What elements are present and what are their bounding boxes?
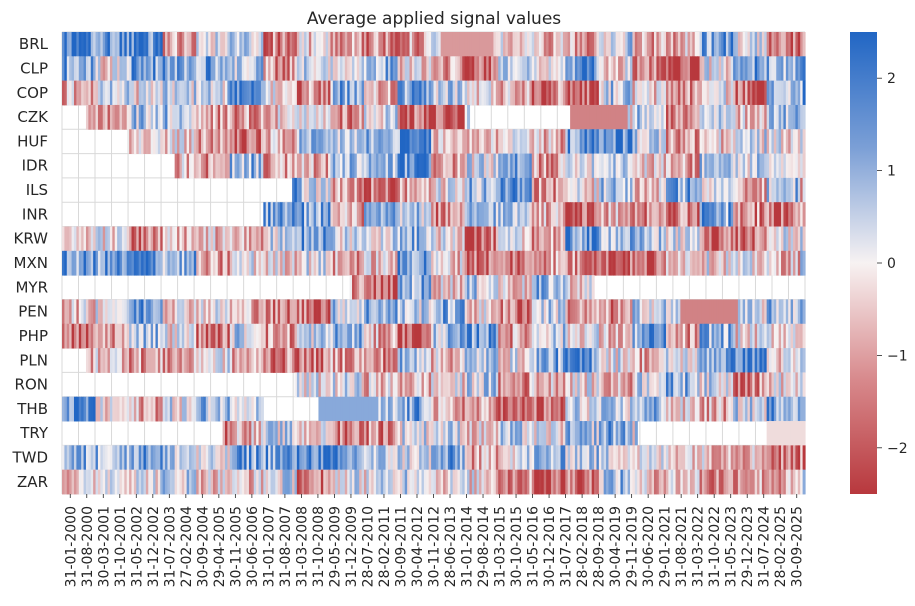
heatmap-cell bbox=[803, 56, 806, 81]
heatmap-cell bbox=[467, 105, 470, 130]
heatmap-cell bbox=[803, 372, 806, 397]
heatmap-cell bbox=[803, 348, 806, 373]
heatmap-cell bbox=[803, 154, 806, 179]
heatmap-cell bbox=[592, 275, 595, 300]
heatmap-cell bbox=[803, 129, 806, 154]
heatmap-cell bbox=[635, 421, 638, 446]
heatmap-cell bbox=[803, 202, 806, 227]
heatmap-cell bbox=[803, 299, 806, 324]
heatmap-cell bbox=[803, 227, 806, 252]
heatmap-cell bbox=[803, 105, 806, 130]
chart-title: Average applied signal values bbox=[307, 9, 561, 29]
heatmap-cell bbox=[803, 251, 806, 276]
heatmap-cell bbox=[803, 445, 806, 470]
heatmap-cells bbox=[62, 32, 806, 494]
heatmap-cell bbox=[803, 397, 806, 422]
heatmap-cell bbox=[261, 397, 264, 422]
heatmap-cell bbox=[803, 178, 806, 203]
heatmap-cell bbox=[803, 421, 806, 446]
heatmap-cell bbox=[803, 32, 806, 57]
heatmap-cell bbox=[803, 81, 806, 106]
heatmap-cell bbox=[803, 324, 806, 349]
